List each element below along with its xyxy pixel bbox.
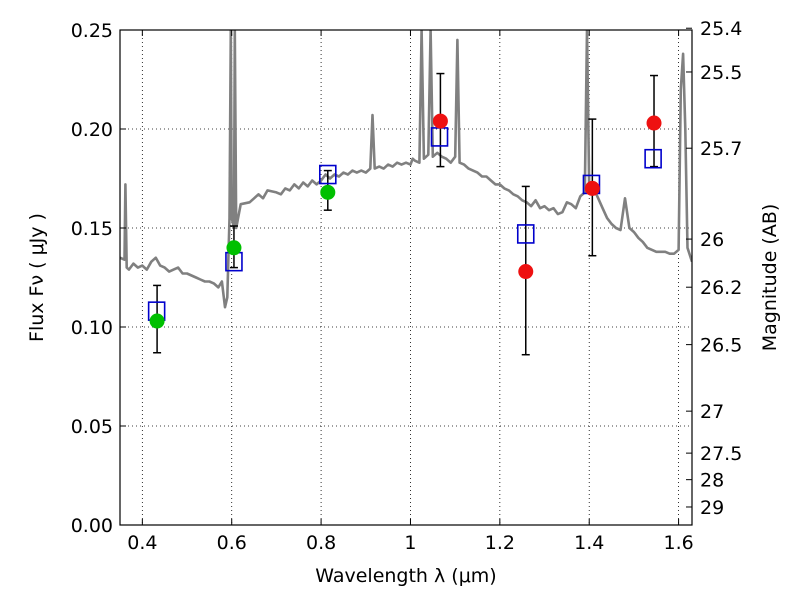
observed-flux-point [518, 264, 534, 280]
grid [120, 29, 692, 526]
x-axis-label: Wavelength λ (μm) [315, 565, 496, 587]
right-tick-label: 27.5 [700, 443, 742, 465]
right-tick-label: 28 [700, 470, 724, 492]
tick-marks [120, 27, 692, 526]
x-tick-label: 1.6 [663, 532, 693, 554]
plot-area [120, 30, 692, 356]
spectrum-line [120, 30, 692, 309]
observed-flux-point [149, 313, 165, 329]
y-axis-label: Flux Fν ( μJy ) [26, 213, 48, 342]
right-tick-label: 25.4 [700, 18, 742, 40]
right-tick-label: 25.7 [700, 138, 742, 160]
x-tick-label: 1.4 [574, 532, 604, 554]
y-tick-label: 0.20 [71, 119, 113, 141]
observed-flux-point [646, 115, 662, 131]
x-tick-label: 0.6 [217, 532, 247, 554]
right-tick-label: 27 [700, 401, 724, 423]
plot-frame [119, 29, 693, 526]
x-tick-label: 0.8 [306, 532, 336, 554]
model-flux-square [318, 164, 337, 185]
x-tick-label: 1 [404, 532, 416, 554]
right-tick-label: 25.5 [700, 62, 742, 84]
right-axis-label: Magnitude (AB) [759, 204, 781, 352]
x-tick-label: 0.4 [127, 532, 157, 554]
model-flux-square [430, 127, 449, 147]
y-tick-label: 0.00 [71, 515, 113, 537]
observed-flux-point [320, 184, 336, 200]
observed-flux-point [432, 113, 448, 129]
right-tick-label: 26.5 [700, 335, 742, 357]
y-tick-labels: 0.00 0.05 0.10 0.15 0.20 0.25 [71, 20, 113, 537]
model-flux-square [516, 224, 535, 244]
x-tick-label: 1.2 [485, 532, 515, 554]
y-tick-label: 0.25 [71, 20, 113, 42]
right-tick-label: 26.2 [700, 277, 742, 299]
observed-flux-point [584, 180, 600, 196]
y-tick-label: 0.15 [71, 218, 113, 240]
y-tick-label: 0.10 [71, 317, 113, 339]
y-tick-label: 0.05 [71, 416, 113, 438]
right-tick-label: 26 [700, 229, 724, 251]
observed-flux-point [226, 240, 242, 256]
right-tick-labels: 25.4 25.5 25.7 26 26.2 26.5 27 27.5 28 29 [700, 18, 742, 519]
x-tick-labels: 0.4 0.6 0.8 1 1.2 1.4 1.6 [127, 532, 693, 554]
right-tick-label: 29 [700, 497, 724, 519]
model-flux-square [644, 148, 662, 169]
